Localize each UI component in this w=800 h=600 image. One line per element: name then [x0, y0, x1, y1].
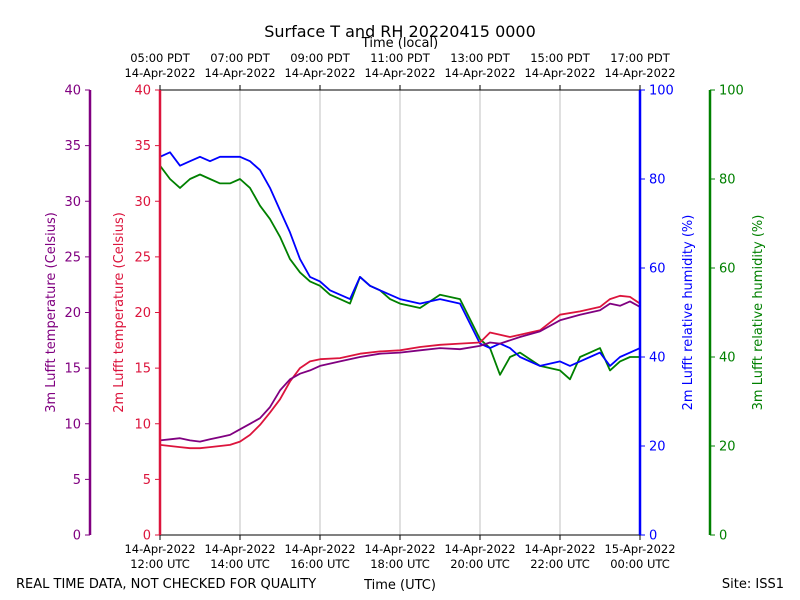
rh2m-tick-label: 0 — [649, 529, 657, 544]
t2m-tick-label: 10 — [134, 417, 151, 432]
t2m-tick-label: 25 — [134, 250, 151, 265]
x-tick-label-bottom-date: 14-Apr-2022 — [284, 542, 355, 556]
rh3m-tick-label: 40 — [719, 351, 736, 366]
x-tick-label-bottom-date: 15-Apr-2022 — [604, 542, 675, 556]
x-tick-label-bottom-time: 00:00 UTC — [610, 557, 670, 571]
t2m-tick-label: 5 — [143, 473, 151, 488]
x-tick-label-top-time: 05:00 PDT — [130, 51, 191, 65]
rh3m-tick-label: 0 — [719, 529, 727, 544]
x-tick-label-bottom-time: 16:00 UTC — [290, 557, 350, 571]
x-tick-label-bottom-time: 22:00 UTC — [530, 557, 590, 571]
t3m-tick-label: 30 — [64, 195, 81, 210]
x-tick-label-top-time: 09:00 PDT — [290, 51, 351, 65]
x-tick-label-top-date: 14-Apr-2022 — [284, 66, 355, 80]
x-label-top: Time (local) — [361, 36, 438, 51]
x-tick-label-bottom-date: 14-Apr-2022 — [524, 542, 595, 556]
x-tick-label-bottom-time: 14:00 UTC — [210, 557, 270, 571]
t2m-tick-label: 0 — [143, 529, 151, 544]
t3m-tick-label: 35 — [64, 139, 81, 154]
t3m-tick-label: 20 — [64, 306, 81, 321]
t2m-tick-label: 40 — [134, 84, 151, 99]
rh3m-tick-label: 60 — [719, 262, 736, 277]
x-tick-label-bottom-date: 14-Apr-2022 — [204, 542, 275, 556]
rh2m-tick-label: 100 — [649, 84, 674, 99]
t3m-tick-label: 40 — [64, 84, 81, 99]
x-label-bottom: Time (UTC) — [363, 578, 436, 593]
x-tick-label-bottom-time: 12:00 UTC — [130, 557, 190, 571]
x-tick-label-bottom-time: 20:00 UTC — [450, 557, 510, 571]
x-tick-label-top-date: 14-Apr-2022 — [604, 66, 675, 80]
x-tick-label-top-date: 14-Apr-2022 — [124, 66, 195, 80]
t2m-axis-label: 2m Lufft temperature (Celsius) — [112, 212, 127, 413]
x-tick-label-bottom-date: 14-Apr-2022 — [364, 542, 435, 556]
axes-layer: 0 5 10 15 20 25 30 35 40 3m Lufft temperature (Ce… — [44, 84, 766, 544]
t3m-tick-label: 10 — [64, 417, 81, 432]
x-tick-label-top-date: 14-Apr-2022 — [364, 66, 435, 80]
x-tick-label-bottom-date: 14-Apr-2022 — [124, 542, 195, 556]
t3m-tick-label: 0 — [73, 529, 81, 544]
rh3m-tick-label: 80 — [719, 173, 736, 188]
rh2m-tick-label: 80 — [649, 173, 666, 188]
rh2m-tick-label: 60 — [649, 262, 666, 277]
t3m-tick-label: 5 — [73, 473, 81, 488]
rh3m-axis-label: 3m Lufft relative humidity (%) — [751, 215, 766, 411]
rh2m-tick-label: 40 — [649, 351, 666, 366]
t2m-tick-label: 15 — [134, 362, 151, 377]
series-line-t2m — [159, 294, 641, 450]
t2m-tick-label: 30 — [134, 195, 151, 210]
series-line-t3m — [159, 300, 641, 443]
rh3m-tick-label: 20 — [719, 440, 736, 455]
t3m-tick-label: 15 — [64, 362, 81, 377]
footer-quality-note: REAL TIME DATA, NOT CHECKED FOR QUALITY — [16, 577, 316, 592]
x-tick-label-top-time: 17:00 PDT — [610, 51, 671, 65]
series-line-rh2m — [159, 151, 641, 367]
rh2m-tick-label: 20 — [649, 440, 666, 455]
x-tick-label-top-date: 14-Apr-2022 — [444, 66, 515, 80]
x-tick-label-top-date: 14-Apr-2022 — [524, 66, 595, 80]
x-tick-label-top-date: 14-Apr-2022 — [204, 66, 275, 80]
chart-title: Surface T and RH 20220415 0000 — [264, 22, 536, 41]
series-layer — [159, 151, 641, 450]
grid-lines — [239, 90, 561, 535]
rh3m-tick-label: 100 — [719, 84, 744, 99]
x-tick-label-top-time: 15:00 PDT — [530, 51, 591, 65]
footer-site: Site: ISS1 — [722, 577, 784, 592]
rh2m-axis-label: 2m Lufft relative humidity (%) — [681, 215, 696, 411]
x-tick-label-top-time: 13:00 PDT — [450, 51, 511, 65]
t2m-tick-label: 35 — [134, 139, 151, 154]
x-tick-label-top-time: 07:00 PDT — [210, 51, 271, 65]
x-tick-label-bottom-time: 18:00 UTC — [370, 557, 430, 571]
x-tick-label-top-time: 11:00 PDT — [370, 51, 431, 65]
t3m-axis-label: 3m Lufft temperature (Celsius) — [44, 212, 59, 413]
x-tick-label-bottom-date: 14-Apr-2022 — [444, 542, 515, 556]
t3m-tick-label: 25 — [64, 250, 81, 265]
t2m-tick-label: 20 — [134, 306, 151, 321]
